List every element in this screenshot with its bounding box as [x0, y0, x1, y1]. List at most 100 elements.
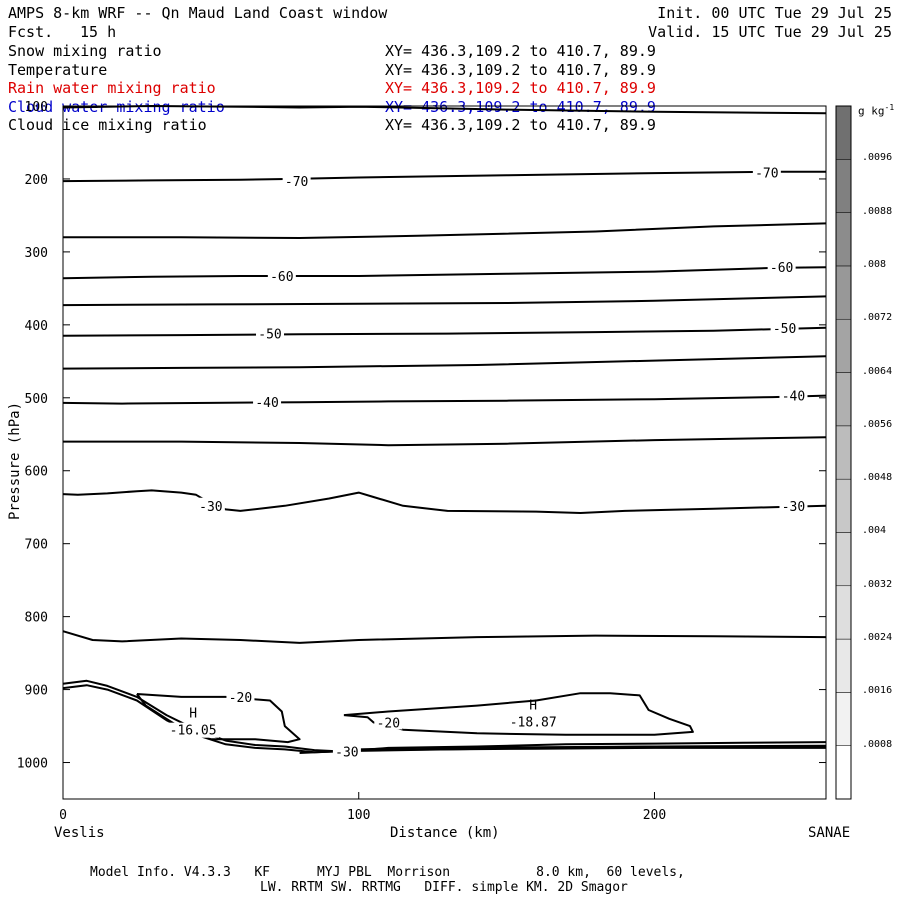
y-tick-label: 1000 — [17, 757, 48, 772]
contour-label-bg — [256, 325, 285, 341]
forecast-label: Fcst. — [8, 23, 54, 41]
contour-lines: -70 -70 -60 -60 -50 -50 -40 -40 -30 -30 -20 -20 -30 H… — [62, 105, 827, 761]
axis-ticks: 100 200 300 400 500 600 700 800 900 1000 0 100 200 — [17, 100, 826, 823]
colorbar-tick-label: .0016 — [862, 685, 893, 697]
y-tick-label: 900 — [25, 684, 48, 699]
x-tick-label: 0 — [59, 808, 67, 823]
colorbar-swatch — [835, 318, 852, 373]
temperature-contour — [62, 630, 827, 644]
contour-label-bg — [332, 743, 361, 759]
contour-label: -70 — [755, 166, 778, 181]
colorbar-tick-label: .0088 — [862, 205, 893, 217]
extremum-value: -16.05 — [170, 724, 217, 739]
colorbar-swatch — [835, 692, 852, 746]
temperature-contour — [62, 355, 827, 370]
y-tick-label: 200 — [25, 173, 48, 188]
contour-label: -40 — [255, 396, 278, 411]
temperature-contour — [358, 746, 826, 752]
colorbar-frame — [835, 105, 852, 800]
contour-label: -20 — [229, 691, 252, 706]
y-tick-label: 500 — [25, 392, 48, 407]
physics-info: LW. RRTM SW. RRTMG DIFF. simple KM. 2D S… — [260, 880, 628, 895]
contour-label: -60 — [770, 261, 793, 276]
model-info: Model Info. V4.3.3 KF MYJ PBL Morrison 8… — [90, 865, 685, 880]
temperature-contour — [63, 436, 827, 447]
contour-label: -30 — [335, 746, 358, 761]
colorbar-unit-exponent: -1 — [884, 103, 895, 112]
contour-label-bg — [779, 387, 808, 403]
colorbar-swatch — [835, 372, 852, 427]
temperature-contour — [62, 105, 827, 115]
y-tick-label: 800 — [25, 611, 48, 626]
contour-label: -20 — [377, 716, 400, 731]
temperature-contour — [62, 489, 827, 514]
colorbar — [835, 105, 852, 800]
colorbar-swatch — [835, 585, 852, 640]
temperature-contour — [62, 170, 826, 183]
temperature-contour — [62, 326, 827, 337]
contour-label: -60 — [270, 270, 293, 285]
temperature-contour — [63, 222, 827, 239]
field-xy: XY= 436.3,109.2 to 410.7, 89.9 — [385, 60, 656, 79]
contour-label-bg — [779, 497, 808, 513]
y-tick-label: 400 — [25, 319, 48, 334]
plot-frame — [62, 105, 827, 800]
extremum-mark: H — [189, 707, 197, 722]
contour-label: -50 — [773, 322, 796, 337]
chart-title: AMPS 8-km WRF -- Qn Maud Land Coast wind… — [8, 4, 388, 22]
field-name: Rain water mixing ratio — [8, 79, 216, 97]
colorbar-tick-label: .0024 — [862, 632, 893, 644]
colorbar-tick-label: .004 — [862, 525, 887, 537]
contour-label-bg — [374, 714, 403, 730]
temperature-contour — [62, 295, 827, 307]
contour-label-bg — [196, 497, 225, 513]
colorbar-swatch — [835, 212, 852, 267]
colorbar-tick-label: .008 — [862, 258, 887, 270]
forecast-hour: 15 h — [80, 23, 117, 41]
y-tick-label: 700 — [25, 538, 48, 553]
field-xy: XY= 436.3,109.2 to 410.7, 89.9 — [385, 79, 656, 97]
contour-label-bg — [770, 319, 799, 335]
contour-label-bg — [767, 259, 796, 275]
field-name: Cloud ice mixing ratio — [8, 116, 207, 134]
valid-time: Valid. 15 UTC Tue 29 Jul 25 — [648, 23, 892, 41]
contour-label: -40 — [782, 390, 805, 405]
y-axis-label: Pressure (hPa) — [7, 401, 23, 520]
colorbar-swatch — [835, 105, 852, 160]
x-tick-label: 200 — [643, 808, 666, 823]
temperature-contour — [62, 266, 827, 280]
x-tick-label: 100 — [347, 808, 370, 823]
colorbar-swatch — [835, 745, 852, 800]
field-xy: XY= 436.3,109.2 to 410.7, 89.9 — [385, 116, 656, 134]
temperature-contour — [62, 679, 827, 753]
colorbar-swatch — [835, 425, 852, 480]
colorbar-tick-label: .0032 — [862, 578, 893, 590]
colorbar-tick-label: .0064 — [862, 365, 893, 377]
colorbar-tick-label: .0048 — [862, 472, 893, 484]
colorbar-swatch — [835, 265, 852, 320]
field-name: Temperature — [8, 60, 108, 79]
contour-label-bg — [282, 173, 311, 189]
contour-label-bg — [752, 164, 781, 180]
contour-label: -50 — [258, 328, 281, 343]
contour-label-bg — [267, 267, 296, 283]
temperature-contour — [299, 744, 827, 754]
colorbar-tick-label: .0096 — [862, 152, 893, 164]
colorbar-tick-label: .0008 — [862, 738, 893, 750]
extremum-mark: H — [529, 699, 537, 714]
field-name: Snow mixing ratio — [8, 42, 162, 60]
x-axis-label: Distance (km) — [390, 825, 500, 841]
contour-label: -30 — [782, 500, 805, 515]
colorbar-tick-label: .0056 — [862, 418, 893, 430]
colorbar-tick-label: .0072 — [862, 312, 893, 324]
contour-label-bg — [226, 688, 255, 704]
colorbar-swatch — [835, 638, 852, 693]
field-xy: XY= 436.3,109.2 to 410.7, 89.9 — [385, 42, 656, 60]
colorbar-swatch — [835, 532, 852, 587]
temperature-contour — [62, 394, 827, 405]
colorbar-unit: g kg-1 — [858, 104, 894, 117]
contour-label-bg — [253, 394, 282, 410]
y-tick-label: 300 — [25, 246, 48, 261]
x-endpoint-left: Veslis — [54, 825, 105, 841]
